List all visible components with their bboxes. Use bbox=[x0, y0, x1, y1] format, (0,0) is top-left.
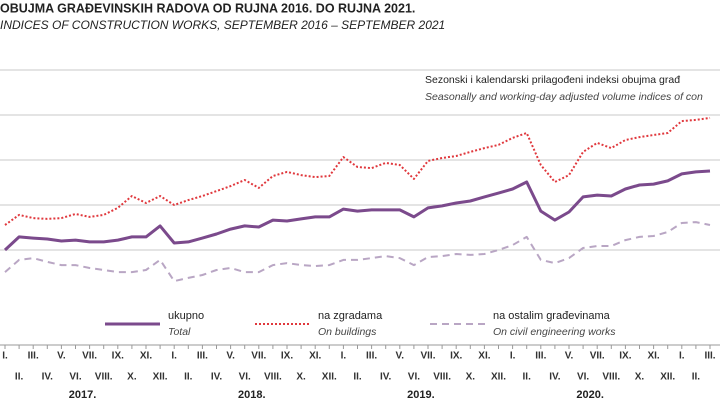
x-tick-label: XII. bbox=[660, 372, 675, 383]
x-tick-label: XI. bbox=[647, 351, 659, 362]
x-tick-label: III. bbox=[535, 351, 546, 362]
x-tick-label: VII. bbox=[251, 351, 266, 362]
x-tick-label: XI. bbox=[309, 351, 321, 362]
note-en: Seasonally and working-day adjusted volu… bbox=[425, 91, 703, 103]
chart-subtitle: INDICES OF CONSTRUCTION WORKS, SEPTEMBER… bbox=[0, 18, 445, 32]
x-tick-label: II. bbox=[353, 372, 362, 383]
x-tick-label: I. bbox=[510, 351, 516, 362]
series-line bbox=[3, 169, 711, 252]
note: Sezonski i kalendarski prilagođeni indek… bbox=[425, 74, 680, 86]
x-tick-label: VII. bbox=[82, 351, 97, 362]
x-tick-label: VI. bbox=[408, 372, 420, 383]
x-tick-label: VI. bbox=[577, 372, 589, 383]
x-tick-label: III. bbox=[704, 351, 715, 362]
x-tick-label: VI. bbox=[69, 372, 81, 383]
x-tick-label: X. bbox=[466, 372, 476, 383]
x-tick-label: X. bbox=[635, 372, 645, 383]
legend-label-en: On civil engineering works bbox=[493, 326, 616, 338]
x-tick-label: I. bbox=[2, 351, 8, 362]
series-line bbox=[4, 116, 711, 226]
legend-label-en: Total bbox=[168, 326, 191, 338]
legend-label: na ostalim građevinama bbox=[493, 310, 611, 322]
x-tick-label: IX. bbox=[112, 351, 124, 362]
x-tick-label: V. bbox=[226, 351, 235, 362]
year-label: 2019. bbox=[407, 389, 435, 401]
x-tick-label: VIII. bbox=[433, 372, 451, 383]
x-tick-label: III. bbox=[28, 351, 39, 362]
x-tick-label: VI. bbox=[239, 372, 251, 383]
x-tick-label: II. bbox=[692, 372, 701, 383]
chart-title: OBUJMA GRAĐEVINSKIH RADOVA OD RUJNA 2016… bbox=[0, 1, 415, 15]
x-tick-label: IV. bbox=[380, 372, 392, 383]
x-tick-label: II. bbox=[184, 372, 193, 383]
x-tick-label: I. bbox=[679, 351, 685, 362]
x-tick-label: II. bbox=[15, 372, 24, 383]
x-tick-label: VIII. bbox=[95, 372, 113, 383]
x-tick-label: X. bbox=[127, 372, 137, 383]
x-tick-label: I. bbox=[341, 351, 347, 362]
x-tick-label: VII. bbox=[420, 351, 435, 362]
x-tick-label: XII. bbox=[153, 372, 168, 383]
x-tick-label: VIII. bbox=[602, 372, 620, 383]
year-label: 2017. bbox=[69, 389, 97, 401]
series-line bbox=[4, 221, 711, 283]
x-tick-label: V. bbox=[396, 351, 405, 362]
x-tick-label: IX. bbox=[619, 351, 631, 362]
legend-label: na zgradama bbox=[318, 310, 383, 322]
x-tick-label: III. bbox=[366, 351, 377, 362]
x-tick-label: V. bbox=[57, 351, 66, 362]
x-tick-label: I. bbox=[171, 351, 177, 362]
x-tick-label: IX. bbox=[450, 351, 462, 362]
x-tick-label: XII. bbox=[491, 372, 506, 383]
x-tick-label: IX. bbox=[281, 351, 293, 362]
legend-label-en: On buildings bbox=[318, 326, 377, 338]
x-tick-label: VIII. bbox=[264, 372, 282, 383]
x-tick-label: V. bbox=[565, 351, 574, 362]
legend-label: ukupno bbox=[168, 310, 204, 322]
x-tick-label: VII. bbox=[590, 351, 605, 362]
x-tick-label: X. bbox=[296, 372, 306, 383]
x-tick-label: IV. bbox=[549, 372, 561, 383]
x-tick-label: XII. bbox=[322, 372, 337, 383]
year-label: 2020. bbox=[576, 389, 604, 401]
year-label: 2018. bbox=[238, 389, 266, 401]
x-tick-label: IV. bbox=[42, 372, 54, 383]
x-tick-label: III. bbox=[197, 351, 208, 362]
x-tick-label: XI. bbox=[140, 351, 152, 362]
x-tick-label: II. bbox=[523, 372, 532, 383]
x-tick-label: IV. bbox=[211, 372, 223, 383]
x-tick-label: XI. bbox=[478, 351, 490, 362]
